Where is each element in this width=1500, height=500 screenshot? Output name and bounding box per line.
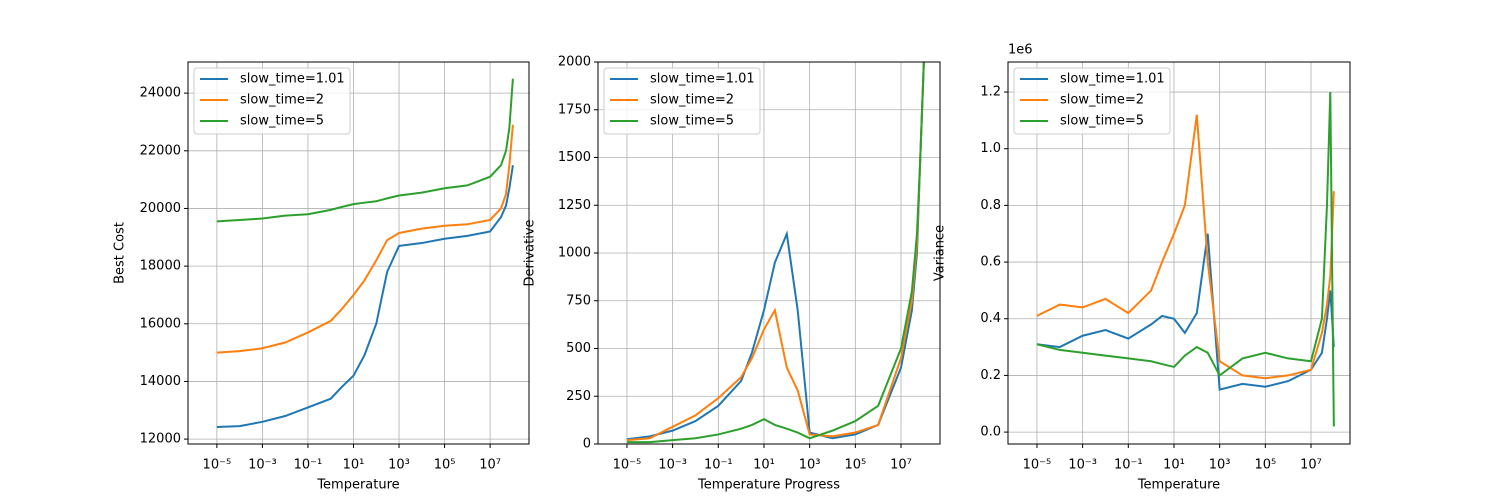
x-tick-label: 10¹	[753, 458, 775, 473]
x-tick-label: 10⁻¹	[704, 458, 733, 473]
y-tick-label: 18000	[140, 259, 181, 274]
legend-label: slow_time=1.01	[1060, 72, 1165, 87]
x-tick-label: 10⁻⁵	[613, 458, 642, 473]
y-tick-label: 24000	[140, 86, 181, 101]
series-line	[1036, 92, 1335, 427]
legend-box	[603, 67, 761, 135]
legend-label: slow_time=5	[1060, 114, 1144, 129]
x-axis-label: Temperature	[316, 478, 399, 493]
y-tick-label: 14000	[140, 374, 181, 389]
y-tick-label: 0.2	[980, 368, 1001, 383]
series-line	[626, 62, 925, 442]
x-axis-label: Temperature	[1137, 478, 1220, 493]
series-line	[216, 165, 514, 428]
series-line	[1036, 233, 1335, 391]
legend-box	[1013, 67, 1171, 135]
y-tick-label: 0	[583, 437, 591, 452]
series-line	[216, 78, 514, 223]
y-tick-label: 1.2	[980, 85, 1001, 100]
y-axis-label: Best Cost	[113, 222, 128, 284]
x-tick-label: 10⁻⁵	[1023, 458, 1052, 473]
y-tick-label: 0.4	[980, 311, 1001, 326]
x-tick-label: 10⁵	[1254, 458, 1276, 473]
x-axis-label: Temperature Progress	[697, 478, 840, 493]
y-tick-label: 0.8	[980, 198, 1001, 213]
series-line	[216, 124, 514, 354]
legend-label: slow_time=1.01	[650, 72, 755, 87]
axes-frame	[597, 61, 941, 445]
series-line	[626, 62, 925, 441]
y-tick-label: 500	[566, 341, 591, 356]
x-tick-label: 10¹	[1163, 458, 1185, 473]
x-tick-label: 10³	[799, 458, 821, 473]
legend-label: slow_time=2	[650, 93, 734, 108]
legend-label: slow_time=5	[650, 114, 734, 129]
x-tick-label: 10⁻¹	[1114, 458, 1143, 473]
y-tick-label: 2000	[558, 55, 591, 70]
y-tick-label: 0.6	[980, 255, 1001, 270]
series-line	[1036, 114, 1335, 380]
x-tick-label: 10¹	[343, 458, 365, 473]
y-axis-label: Derivative	[523, 219, 538, 286]
series-line	[626, 62, 925, 444]
x-tick-label: 10⁻⁵	[203, 458, 232, 473]
x-tick-label: 10⁵	[844, 458, 866, 473]
y-tick-label: 1250	[558, 198, 591, 213]
y-offset-label: 1e6	[1008, 43, 1033, 58]
x-tick-label: 10⁵	[434, 458, 456, 473]
y-tick-label: 0.0	[980, 425, 1001, 440]
x-tick-label: 10³	[1209, 458, 1231, 473]
legend-label: slow_time=2	[1060, 93, 1144, 108]
legend-label: slow_time=1.01	[240, 72, 345, 87]
y-tick-label: 16000	[140, 316, 181, 331]
y-tick-label: 20000	[140, 201, 181, 216]
x-tick-label: 10³	[388, 458, 410, 473]
y-tick-label: 1750	[558, 102, 591, 117]
axes-frame	[187, 61, 530, 445]
legend-box	[193, 67, 351, 135]
axes-frame	[1007, 61, 1351, 445]
y-axis-label: Variance	[933, 225, 948, 281]
x-tick-label: 10⁻³	[248, 458, 277, 473]
x-tick-label: 10⁷	[479, 458, 501, 473]
x-tick-label: 10⁷	[1300, 458, 1322, 473]
y-tick-label: 1000	[558, 246, 591, 261]
x-tick-label: 10⁻³	[658, 458, 687, 473]
x-tick-label: 10⁻³	[1068, 458, 1097, 473]
x-tick-label: 10⁷	[890, 458, 912, 473]
x-tick-label: 10⁻¹	[294, 458, 323, 473]
y-tick-label: 1500	[558, 150, 591, 165]
legend-label: slow_time=2	[240, 93, 324, 108]
y-tick-label: 1.0	[980, 141, 1001, 156]
y-tick-label: 22000	[140, 143, 181, 158]
y-tick-label: 12000	[140, 432, 181, 447]
y-tick-label: 750	[566, 293, 591, 308]
y-tick-label: 250	[566, 389, 591, 404]
legend-label: slow_time=5	[240, 114, 324, 129]
